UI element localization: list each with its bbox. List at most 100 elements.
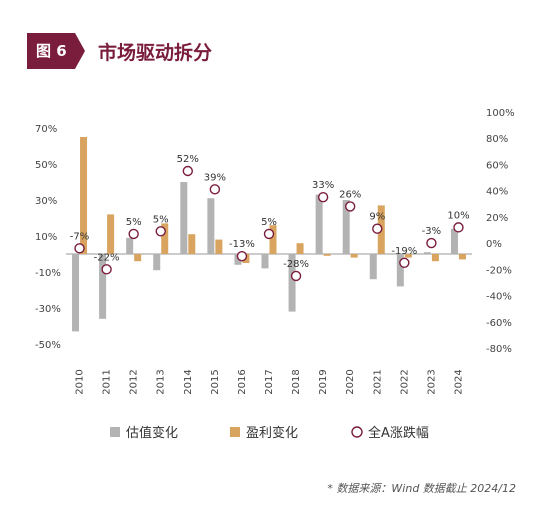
index-point: [453, 222, 464, 233]
earnings-bar: [296, 243, 304, 254]
legend-swatch-valuation: [110, 427, 120, 437]
right-axis-tick-label: 0%: [486, 239, 502, 250]
index-point: [236, 251, 248, 262]
index-point: [426, 237, 437, 249]
index-point: [101, 264, 112, 275]
right-axis-tick-label: -80%: [486, 344, 512, 355]
index-data-label: 52%: [177, 154, 199, 165]
left-axis-tick-label: 10%: [35, 232, 57, 243]
index-point: [345, 201, 356, 212]
index-point: [74, 243, 85, 254]
x-category-label: 2014: [183, 369, 194, 394]
earnings-bar: [215, 239, 223, 254]
index-point: [290, 270, 302, 282]
left-axis-tick-label: 50%: [35, 160, 57, 171]
index-point: [182, 165, 194, 177]
valuation-bar: [450, 228, 458, 254]
right-axis-tick-label: 40%: [486, 187, 508, 198]
x-category-label: 2013: [156, 369, 167, 394]
valuation-bar: [153, 254, 161, 271]
earnings-bar: [269, 225, 277, 254]
valuation-bar: [180, 182, 188, 254]
figure-title: 市场驱动拆分: [98, 42, 213, 64]
valuation-bar: [423, 252, 431, 254]
right-axis-tick-label: -20%: [486, 265, 512, 276]
right-axis-tick-label: 80%: [486, 134, 508, 145]
figure-header: 图 6 市场驱动拆分: [0, 0, 550, 100]
right-axis-tick-label: -60%: [486, 318, 512, 329]
valuation-bar: [396, 254, 404, 287]
x-category-label: 2018: [291, 369, 302, 394]
x-category-label: 2012: [129, 369, 140, 394]
x-category-label: 2011: [102, 369, 113, 394]
index-data-label: 9%: [369, 212, 385, 223]
index-data-label: -22%: [94, 252, 120, 263]
right-axis-tick-label: 20%: [486, 213, 508, 224]
index-data-label: 5%: [126, 217, 142, 228]
x-category-label: 2023: [426, 369, 437, 394]
valuation-bar: [315, 194, 323, 254]
index-data-label: -13%: [229, 239, 255, 250]
index-data-label: 5%: [153, 214, 169, 225]
legend-marker-index: [351, 426, 363, 438]
valuation-bar: [207, 198, 215, 254]
legend-label-earnings: 盈利变化: [246, 425, 298, 441]
market-driver-chart: 70% 50% 30% 10% -10% -30% -50% 100% 80% 60% 40% 20%…: [35, 108, 515, 441]
x-category-label: 2019: [318, 369, 329, 394]
left-axis-tick-label: -10%: [35, 268, 61, 279]
valuation-bar: [99, 254, 107, 319]
x-category-label: 2020: [345, 369, 356, 394]
index-point: [372, 223, 383, 234]
earnings-bar: [323, 254, 331, 256]
earnings-bar: [107, 214, 115, 254]
index-point: [209, 184, 221, 195]
index-point: [128, 228, 139, 240]
figure-number-badge: 图 6: [27, 33, 85, 69]
valuation-bar: [369, 254, 377, 280]
earnings-bar: [161, 223, 169, 254]
index-data-label: 5%: [261, 217, 277, 228]
earnings-bar: [80, 137, 88, 254]
x-category-label: 2016: [237, 369, 248, 394]
x-category-label: 2022: [399, 369, 410, 394]
left-axis-tick-label: 30%: [35, 196, 57, 207]
index-point: [317, 192, 329, 203]
index-data-label: -7%: [70, 231, 89, 242]
index-data-label: -19%: [391, 246, 417, 257]
index-point: [155, 226, 166, 237]
earnings-bar: [188, 234, 196, 254]
legend-label-index: 全A涨跌幅: [368, 425, 429, 441]
data-source-footnote: * 数据来源：Wind 数据截止 2024/12: [327, 482, 516, 495]
x-category-label: 2017: [264, 369, 275, 394]
index-point: [399, 257, 410, 268]
legend-label-valuation: 估值变化: [126, 425, 178, 441]
left-axis-tick-label: 70%: [35, 124, 57, 135]
right-axis-tick-label: 60%: [486, 160, 508, 171]
index-data-label: 39%: [204, 172, 226, 183]
earnings-bar: [404, 254, 412, 258]
index-data-label: -3%: [422, 226, 441, 237]
x-category-label: 2024: [453, 369, 464, 394]
valuation-bar: [288, 254, 296, 312]
x-category-label: 2010: [75, 369, 86, 394]
index-point: [263, 228, 275, 240]
index-data-label: 33%: [312, 180, 334, 191]
valuation-bar: [342, 200, 350, 254]
valuation-bar: [72, 254, 80, 332]
valuation-bar: [261, 254, 269, 269]
x-category-label: 2015: [210, 369, 221, 394]
right-axis-tick-label: 100%: [486, 108, 515, 119]
earnings-bar: [350, 254, 358, 258]
earnings-bar: [134, 254, 142, 262]
earnings-bar: [431, 254, 439, 262]
left-axis-tick-label: -30%: [35, 304, 61, 315]
x-category-label: 2021: [372, 369, 383, 394]
index-data-label: 10%: [447, 210, 469, 221]
legend-swatch-earnings: [230, 427, 240, 437]
index-data-label: 26%: [339, 189, 361, 200]
index-data-label: -28%: [283, 259, 309, 270]
right-axis-tick-label: -40%: [486, 292, 512, 303]
valuation-bar: [126, 237, 134, 254]
earnings-bar: [458, 254, 466, 260]
left-axis-tick-label: -50%: [35, 340, 61, 351]
